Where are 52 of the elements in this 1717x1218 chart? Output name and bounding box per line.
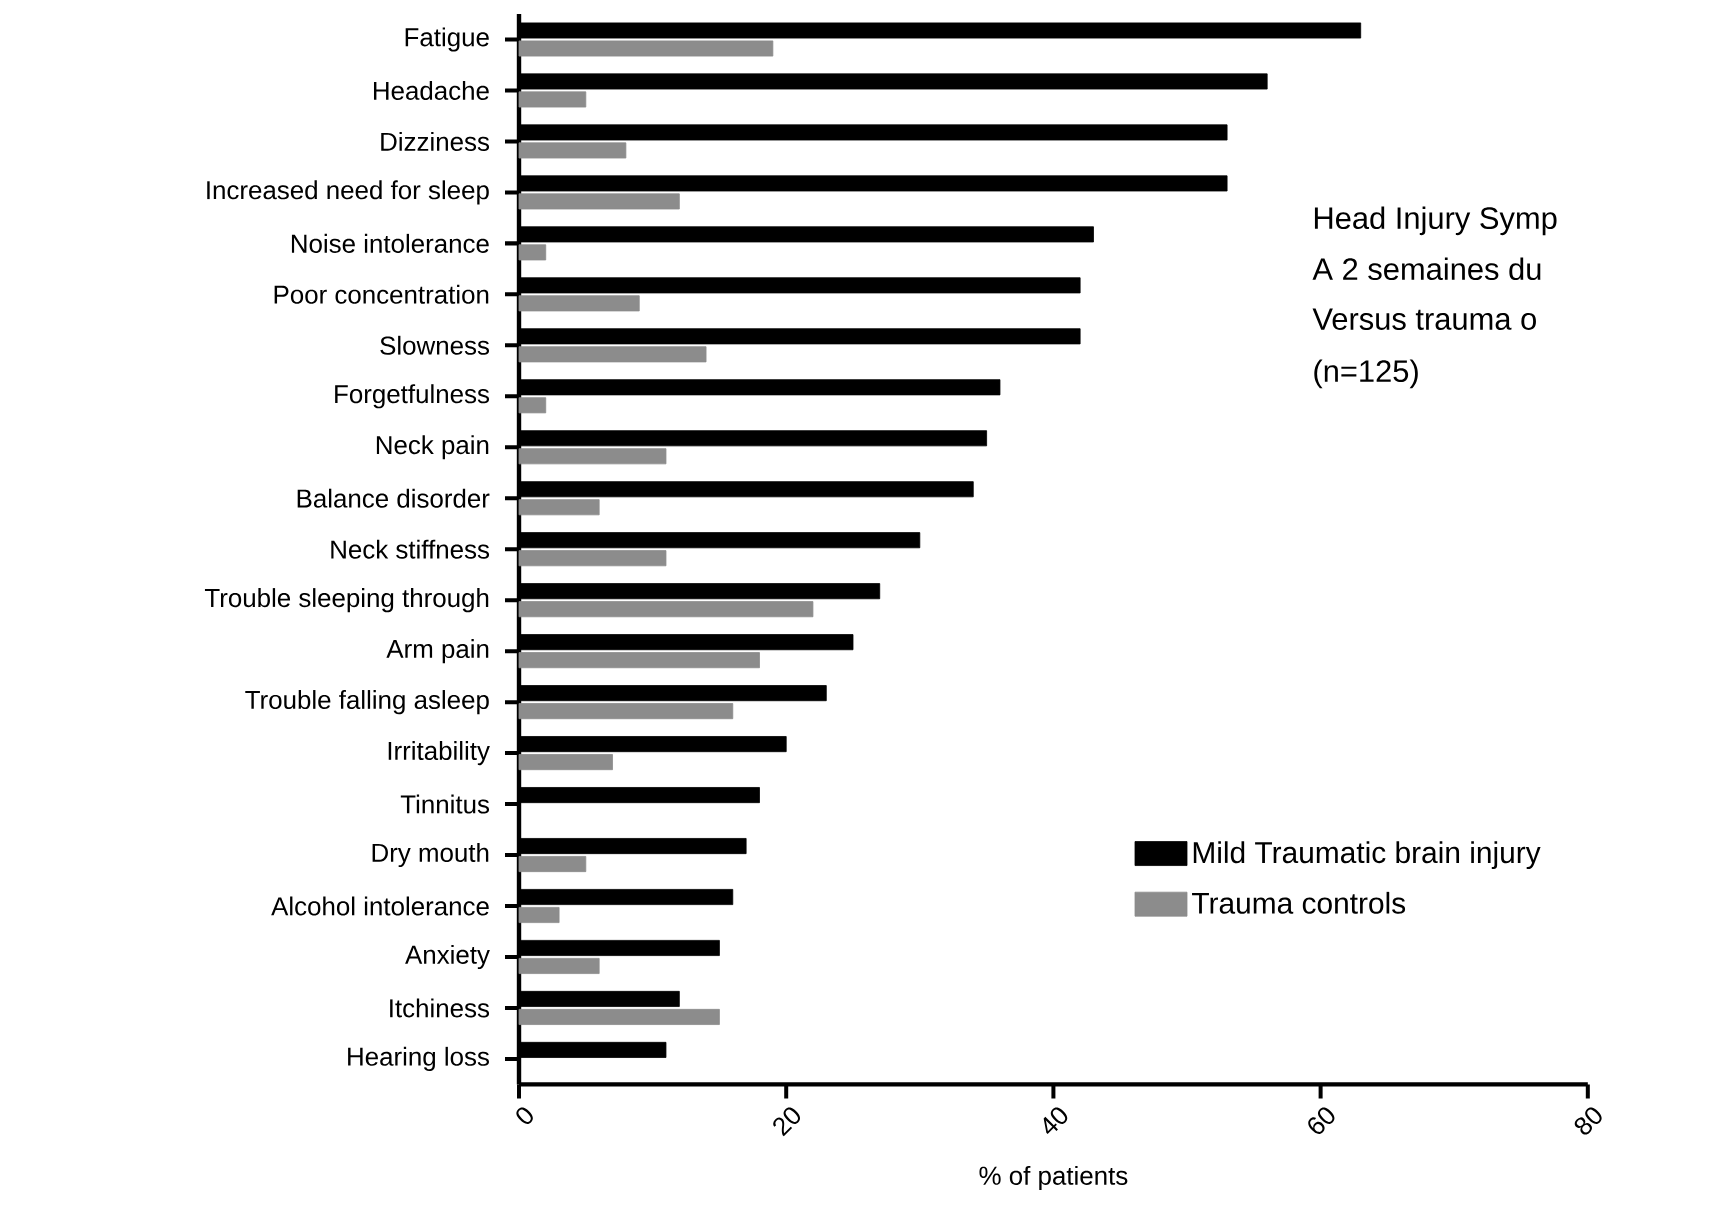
bar — [518, 244, 547, 261]
bar — [518, 295, 640, 312]
y-tick-label: Slowness — [380, 335, 490, 355]
y-tick-label: Fatigue — [405, 27, 489, 52]
annotation: Head Injury Symp — [1314, 206, 1557, 236]
y-tick-label: Hearing loss — [348, 1046, 489, 1071]
bar — [518, 346, 707, 363]
x-tick-label: 80 — [1574, 1107, 1602, 1135]
annotation: (n=125) — [1314, 359, 1418, 389]
x-tick-label: 20 — [773, 1107, 801, 1137]
bar — [518, 91, 587, 108]
bar — [518, 652, 760, 669]
y-tick-label: Poor concentration — [274, 284, 489, 304]
bar — [518, 601, 814, 618]
y-tick-label: Trouble falling asleep — [245, 690, 489, 715]
x-tick-label: 0 — [516, 1107, 533, 1124]
bar — [518, 550, 667, 567]
x-tick-label: 60 — [1308, 1107, 1335, 1134]
annotation: A 2 semaines du — [1312, 257, 1541, 281]
bar — [518, 703, 734, 720]
bar — [518, 397, 547, 414]
bar — [518, 907, 560, 924]
y-tick-label: Alcohol intolerance — [271, 896, 489, 916]
bar — [518, 754, 613, 771]
y-tick-label: Neck pain — [376, 435, 489, 460]
x-axis-title: % of patients — [979, 1165, 1128, 1191]
bar — [518, 1008, 720, 1025]
bar — [518, 40, 774, 57]
bar — [518, 193, 680, 210]
annotation: Versus trauma o — [1312, 308, 1536, 330]
y-tick-label: Irritability — [388, 741, 490, 766]
y-tick-label: Balance disorder — [297, 488, 490, 508]
x-tick-label: 40 — [1043, 1107, 1068, 1135]
legend-label: Mild Traumatic brain injury — [1193, 841, 1541, 870]
bar — [518, 499, 600, 516]
y-tick-label: Anxiety — [405, 944, 490, 970]
y-tick-label: Forgetfulness — [335, 384, 490, 409]
legend-label: Trauma controls — [1192, 891, 1406, 914]
bar — [518, 856, 587, 873]
bar — [518, 142, 627, 159]
y-tick-label: Headache — [373, 80, 489, 100]
y-tick-label: Dry mouth — [372, 842, 489, 868]
y-tick-label: Itchiness — [390, 998, 490, 1018]
y-tick-label: Trouble sleeping through — [204, 588, 489, 613]
y-tick-label: Dizziness — [381, 131, 490, 151]
y-tick-label: Neck stiffness — [331, 539, 490, 559]
bar — [518, 957, 600, 974]
y-tick-label: Noise intolerance — [291, 233, 489, 253]
y-tick-label: Arm pain — [386, 639, 489, 664]
y-tick-label: Tinnitus — [400, 794, 490, 814]
bar — [518, 448, 667, 465]
y-tick-label: Increased need for sleep — [207, 180, 489, 205]
